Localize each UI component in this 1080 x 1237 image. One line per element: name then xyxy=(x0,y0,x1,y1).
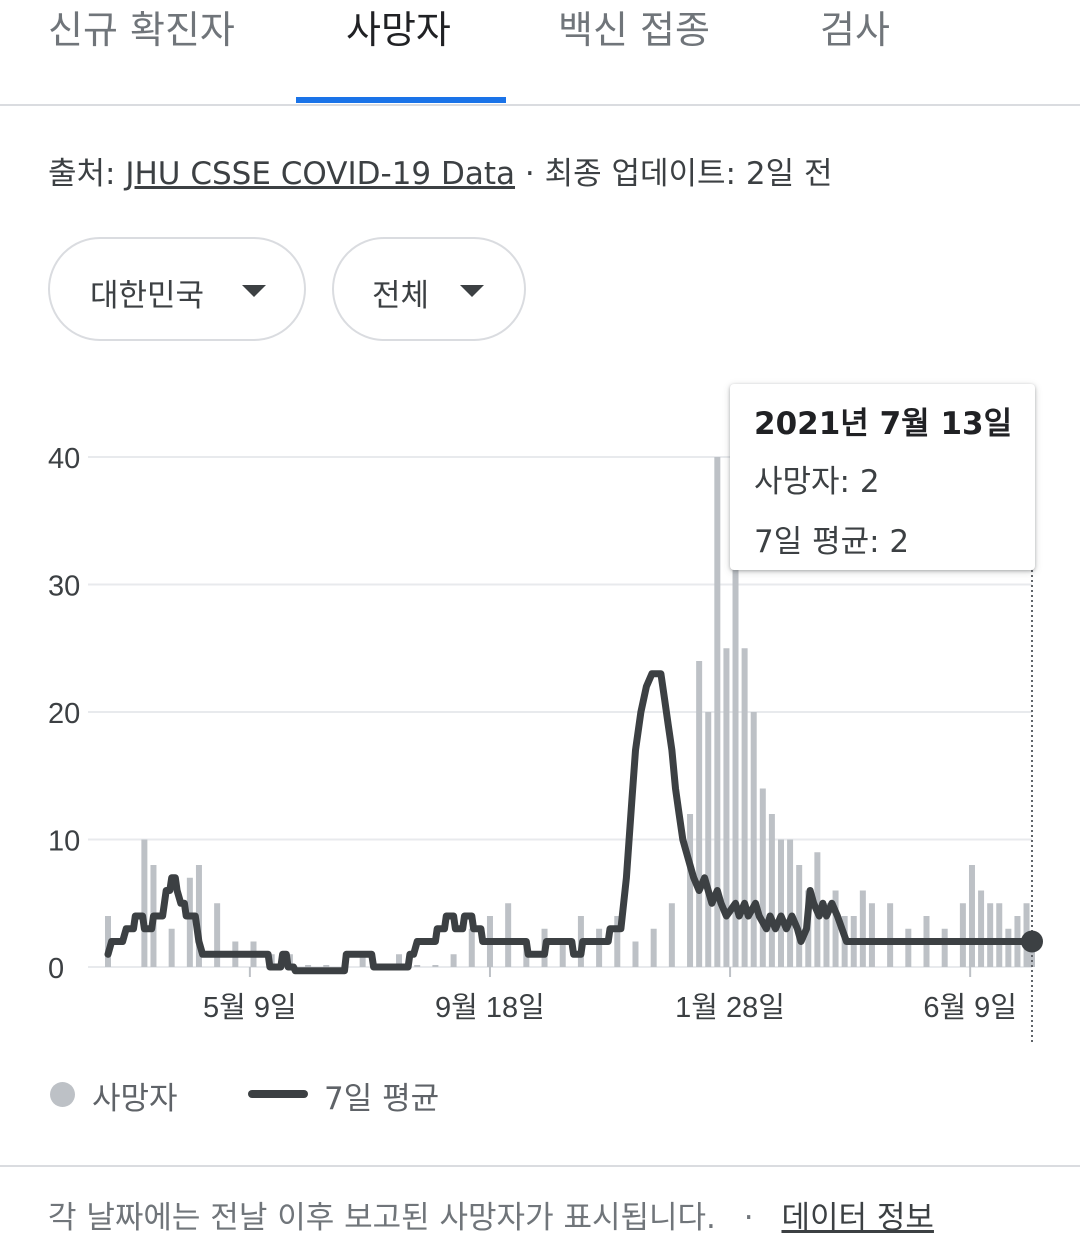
period-dropdown[interactable]: 전체 xyxy=(332,237,526,341)
daily-deaths-bar xyxy=(777,839,784,967)
footer-note: 각 날짜에는 전날 이후 보고된 사망자가 표시됩니다. xyxy=(48,1200,716,1236)
y-tick-label: 30 xyxy=(48,571,80,603)
source-line: 출처: JHU CSSE COVID-19 Data · 최종 업데이트: 2일… xyxy=(48,148,832,193)
daily-deaths-bar xyxy=(887,903,894,967)
y-axis-ticks: 0 10 20 30 40 xyxy=(48,443,80,985)
divider xyxy=(0,1165,1080,1167)
daily-deaths-bar xyxy=(768,814,775,967)
legend-average-label: 7일 평균 xyxy=(324,1081,440,1117)
daily-deaths-bar xyxy=(1005,928,1012,967)
x-axis-ticks: 5월 9일 9월 18일 1월 28일 6월 9일 xyxy=(203,967,1017,1024)
x-tick-label: 9월 18일 xyxy=(435,991,545,1024)
daily-deaths-bar xyxy=(614,916,621,967)
daily-deaths-bar xyxy=(432,965,439,967)
daily-deaths-bar xyxy=(468,928,475,967)
daily-deaths-bar xyxy=(868,903,875,967)
legend-deaths-swatch xyxy=(50,1082,75,1107)
daily-deaths-bar xyxy=(214,903,221,967)
daily-deaths-bar xyxy=(323,965,330,967)
hover-cursor xyxy=(1021,570,1043,1045)
daily-deaths-bar xyxy=(705,712,712,967)
chevron-down-icon xyxy=(242,285,266,297)
daily-deaths-bar xyxy=(668,903,675,967)
x-tick-label: 6월 9일 xyxy=(923,991,1017,1024)
tab-bar: 신규 확진자 사망자 백신 접종 검사 xyxy=(0,0,1080,106)
chart-tooltip: 2021년 7월 13일 사망자: 2 7일 평균: 2 xyxy=(730,384,1035,570)
daily-deaths-bar xyxy=(905,928,912,967)
hover-point xyxy=(1021,930,1043,953)
tab-new-cases[interactable]: 신규 확진자 xyxy=(48,8,235,52)
daily-deaths-bar xyxy=(796,865,803,967)
daily-deaths-bar xyxy=(687,814,694,967)
region-dropdown[interactable]: 대한민국 xyxy=(48,237,306,341)
daily-deaths-bar xyxy=(141,839,148,967)
daily-deaths-bar xyxy=(505,903,512,967)
daily-deaths-bar xyxy=(168,928,175,967)
data-info-link[interactable]: 데이터 정보 xyxy=(781,1200,934,1236)
daily-deaths-bar xyxy=(596,928,603,967)
seven-day-average-series xyxy=(104,670,1036,975)
legend-deaths-label: 사망자 xyxy=(92,1081,178,1117)
daily-deaths-bar xyxy=(759,788,766,967)
daily-deaths-bar xyxy=(450,954,457,967)
daily-deaths-bar xyxy=(1029,941,1035,967)
daily-deaths-bar xyxy=(996,903,1003,967)
daily-deaths-bar xyxy=(632,941,639,967)
daily-deaths-bar xyxy=(941,928,948,967)
daily-deaths-bar xyxy=(396,954,403,967)
tooltip-deaths: 사망자: 2 xyxy=(754,464,880,500)
daily-deaths-bar xyxy=(195,865,202,967)
daily-deaths-bar xyxy=(787,839,794,967)
daily-deaths-bar xyxy=(723,648,730,967)
daily-deaths-bar xyxy=(978,890,985,967)
tab-deaths[interactable]: 사망자 xyxy=(346,8,451,52)
seven-day-average-line xyxy=(104,670,1036,975)
daily-deaths-bar xyxy=(968,865,975,967)
daily-deaths-bar xyxy=(832,890,839,967)
y-tick-label: 20 xyxy=(48,698,80,730)
daily-deaths-bar xyxy=(959,903,966,967)
daily-deaths-bar xyxy=(305,965,312,967)
source-prefix: 출처: xyxy=(48,156,126,192)
period-dropdown-label: 전체 xyxy=(372,278,430,314)
daily-deaths-bar xyxy=(732,520,739,967)
tab-tests[interactable]: 검사 xyxy=(820,8,890,52)
tooltip-average: 7일 평균: 2 xyxy=(754,524,910,560)
daily-deaths-bar xyxy=(414,965,421,967)
daily-deaths-bar xyxy=(750,712,757,967)
daily-deaths-bar xyxy=(359,954,366,967)
tab-vaccinations[interactable]: 백신 접종 xyxy=(558,8,710,52)
legend-average-swatch xyxy=(248,1090,308,1098)
x-tick-label: 5월 9일 xyxy=(203,991,297,1024)
x-tick-label: 1월 28일 xyxy=(675,991,785,1024)
daily-deaths-bar xyxy=(859,890,866,967)
daily-deaths-bars xyxy=(105,457,1035,967)
active-tab-indicator xyxy=(296,97,506,103)
region-dropdown-label: 대한민국 xyxy=(90,278,205,314)
daily-deaths-bar xyxy=(186,877,193,967)
deaths-chart[interactable]: 0 10 20 30 40 5월 9일 9월 18일 1월 28일 6월 9일 xyxy=(0,370,1080,1060)
daily-deaths-bar xyxy=(696,661,703,967)
y-tick-label: 10 xyxy=(48,826,80,858)
daily-deaths-bar xyxy=(741,648,748,967)
y-tick-label: 40 xyxy=(48,443,80,475)
chevron-down-icon xyxy=(460,285,484,297)
daily-deaths-bar xyxy=(987,903,994,967)
y-tick-label: 0 xyxy=(48,953,64,985)
tooltip-date: 2021년 7월 13일 xyxy=(754,406,1013,442)
footer-separator: · xyxy=(743,1200,754,1236)
daily-deaths-bar xyxy=(823,903,830,967)
daily-deaths-bar xyxy=(650,928,657,967)
last-updated: · 최종 업데이트: 2일 전 xyxy=(515,156,833,192)
footer: 각 날짜에는 전날 이후 보고된 사망자가 표시됩니다. · 데이터 정보 xyxy=(48,1192,934,1237)
daily-deaths-bar xyxy=(714,457,721,967)
source-link[interactable]: JHU CSSE COVID-19 Data xyxy=(125,156,516,192)
daily-deaths-bar xyxy=(559,941,566,967)
